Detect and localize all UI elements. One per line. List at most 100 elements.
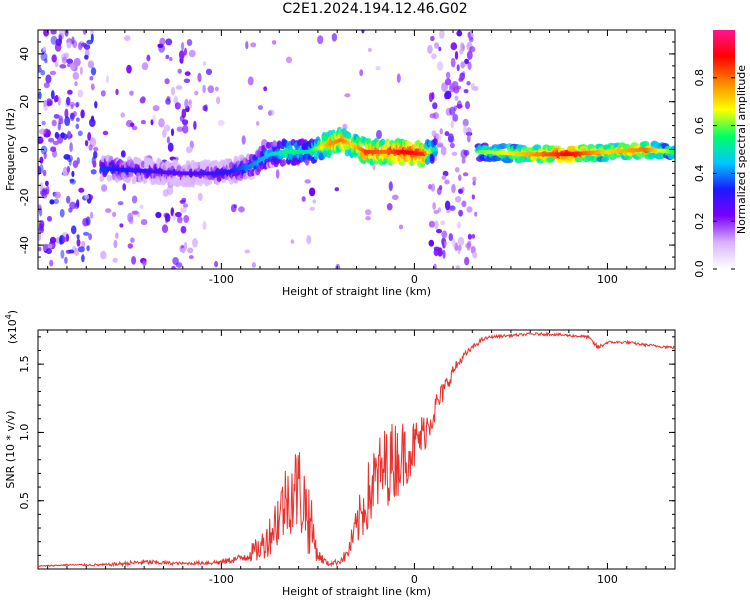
spectrogram-cell xyxy=(431,53,437,60)
spectrogram-cell xyxy=(140,219,148,226)
spectrogram-cell xyxy=(39,164,44,174)
spectrogram-cell xyxy=(462,118,469,127)
spectrogram-cell xyxy=(432,102,438,110)
spectrogram-cell xyxy=(465,101,470,110)
spectrogram-cell xyxy=(375,66,381,71)
spectrogram-cell xyxy=(67,130,71,141)
spectrogram-cell xyxy=(87,60,94,69)
spectrogram-cell xyxy=(83,231,90,236)
spectrogram-cell xyxy=(281,159,287,166)
spectrogram-cell xyxy=(86,245,90,252)
y-tick-label: -40 xyxy=(18,236,31,254)
spectrogram-cell xyxy=(167,142,174,152)
spectrogram-cell xyxy=(472,176,477,182)
spectrogram-cell xyxy=(60,249,65,259)
ridge-point xyxy=(433,147,438,152)
spectrogram-cell xyxy=(183,78,191,84)
spectrogram-cell xyxy=(61,56,67,64)
spectrogram-cell xyxy=(59,235,63,245)
spectrogram-cell xyxy=(466,242,471,251)
spectrogram-cell xyxy=(63,154,71,160)
spectrogram-cell xyxy=(51,54,57,63)
spectrogram-cell xyxy=(181,41,185,51)
spectrogram-cell xyxy=(178,50,185,60)
spectrogram-cell xyxy=(77,89,84,98)
spectrogram-cell xyxy=(73,57,81,67)
spectrogram-cell xyxy=(122,183,127,191)
spectrogram-cell xyxy=(152,114,156,123)
spectrogram-cell xyxy=(184,71,191,76)
spectrogram-cell xyxy=(49,259,54,267)
spectrogram-cell xyxy=(171,265,176,269)
spectrogram-cell xyxy=(166,136,170,144)
spectrogram-cell xyxy=(139,204,144,209)
spectrogram-cell xyxy=(327,148,333,156)
spectrogram-cell xyxy=(78,246,85,253)
snr-series-line xyxy=(38,331,675,568)
y-axis-label: SNR (10 * v/v) xyxy=(4,410,17,488)
spectrogram-cell xyxy=(463,125,467,135)
spectrogram-cell xyxy=(93,146,99,152)
spectrogram-cell xyxy=(45,74,52,84)
spectrogram-cell xyxy=(398,224,404,230)
spectrogram-cell xyxy=(386,203,393,211)
spectrogram-cell xyxy=(130,122,135,128)
spectrogram-cell xyxy=(474,211,478,217)
spectrogram-cell xyxy=(175,262,183,268)
spectrogram-cell xyxy=(181,108,187,119)
spectrogram-cell xyxy=(102,130,109,136)
spectrogram-cell xyxy=(90,115,95,122)
spectrogram-cell xyxy=(344,93,351,98)
spectrogram-cell xyxy=(317,35,324,45)
spectrogram-cell xyxy=(50,35,58,45)
spectrogram-cell xyxy=(59,64,67,69)
spectrogram-cell xyxy=(115,88,119,96)
spectrogram-cell xyxy=(120,150,126,158)
spectrogram-cell xyxy=(169,57,173,61)
spectrogram-cell xyxy=(193,120,197,130)
spectrogram-cell xyxy=(202,84,206,94)
spectrogram-cell xyxy=(441,230,448,239)
spectrogram-cell xyxy=(50,30,57,35)
spectrogram-cell xyxy=(194,90,199,96)
spectrogram-cell xyxy=(128,216,134,225)
spectrogram-cell xyxy=(89,211,94,219)
x-tick-label: 100 xyxy=(597,273,618,286)
spectrogram-cell xyxy=(438,46,442,52)
spectrogram-cell xyxy=(176,216,183,224)
spectrogram-cell xyxy=(158,43,166,53)
spectrogram-cell xyxy=(451,151,458,156)
spectrogram-cell xyxy=(245,41,249,50)
spectrogram-cell xyxy=(41,120,46,126)
spectrogram-cell xyxy=(47,244,53,249)
spectrogram-cell xyxy=(622,143,631,150)
spectrogram-cell xyxy=(65,249,72,254)
spectrogram-cell xyxy=(430,183,436,192)
spectrogram-cell xyxy=(64,108,69,119)
spectrogram-cell xyxy=(202,221,207,231)
colorbar-tick-label: 0.0 xyxy=(693,260,706,278)
chart-title: C2E1.2024.194.12.46.G02 xyxy=(282,1,468,17)
spectrogram-cell xyxy=(454,167,460,173)
spectrogram-cell xyxy=(113,239,118,249)
spectrogram-cell xyxy=(361,30,365,34)
spectrogram-cell xyxy=(127,243,133,249)
spectrogram-cell xyxy=(428,92,433,103)
spectrogram-cell xyxy=(445,71,451,79)
spectrogram-cell xyxy=(81,254,85,263)
y-tick-label: 0 xyxy=(18,146,31,153)
spectrogram-cell xyxy=(459,48,465,53)
spectrogram-cell xyxy=(164,78,170,85)
spectrogram-cell xyxy=(69,142,73,153)
spectrogram-cell xyxy=(130,237,135,243)
spectrogram-cell xyxy=(66,41,72,49)
y-tick-label: 40 xyxy=(18,47,31,61)
spectrogram-cell xyxy=(66,195,71,204)
spectrogram-cell xyxy=(461,157,466,164)
x-tick-label: 0 xyxy=(411,573,418,586)
spectrogram-cell xyxy=(140,119,146,125)
spectrogram-cell xyxy=(433,248,439,257)
spectrogram-cell xyxy=(448,233,453,242)
y-multiplier-label: (x104) xyxy=(4,310,19,344)
